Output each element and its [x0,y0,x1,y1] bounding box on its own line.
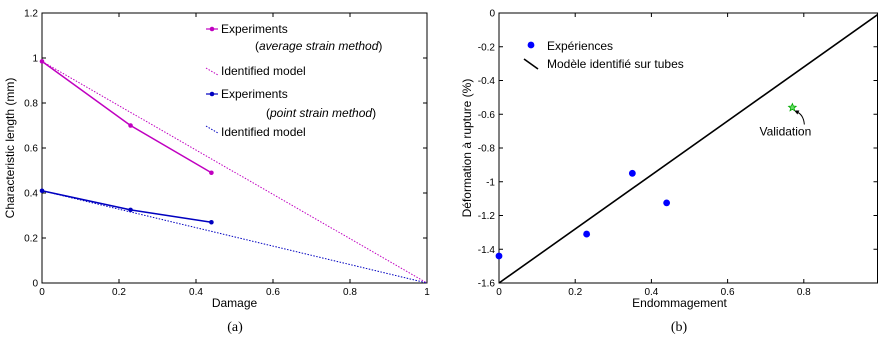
chart-1-x-tick-label: 1 [424,287,430,298]
chart-2-annotation-arrowhead [794,110,800,115]
chart-2-y-tick-label: -1 [486,177,495,188]
chart-1-legend-label: Identified model [221,64,306,78]
chart-2-legend-line [523,58,539,70]
chart-2-y-axis-label: Déformation à rupture (%) [460,79,474,218]
chart-1-y-tick-label: 0.2 [24,234,38,245]
chart-2-x-tick-label: 0.4 [644,287,658,298]
chart-2-x-tick-label: 0.6 [721,287,735,298]
chart-1-y-tick-label: 0.4 [24,189,38,200]
chart-1-y-tick-label: 1.2 [24,9,38,20]
chart-1-series-3-line [41,190,212,223]
chart-1-legend: Experiments (average strain method) Identi… [205,22,382,139]
chart-1-x-tick-label: 0.4 [189,287,203,298]
chart-1-y-tick-label: 0.6 [24,144,38,155]
chart-2-annotation-label: Validation [759,125,811,139]
chart-1-y-tick-label: 1 [32,54,38,65]
chart-2-legend-label: Modèle identifié sur tubes [547,57,684,71]
chart-2-y-tick-label: 0 [489,9,495,20]
chart-1-x-axis-label: Damage [212,296,258,310]
chart-2-series-1-point [628,169,636,177]
chart-2-x-tick-label: 0.8 [797,287,811,298]
chart-2-x-tick-label: 0.2 [568,287,582,298]
chart-2-y-tick-label: -0.4 [478,76,496,87]
chart-1-y-tick-label: 0.8 [24,99,38,110]
chart-2-plot: 0 0.2 0.4 0.6 0.8 -1.6 -1.4 -1.2 -1 -0.8 -0.6 -0.4 -… [460,9,878,335]
chart-2-y-tick-label: -0.6 [478,110,496,121]
chart-1-series-3-point [128,207,133,213]
chart-1-x-tick-label: 0.6 [266,287,280,298]
chart-1-legend-label-method: (average strain method) [255,39,382,53]
chart-1-y-axis-label: Characteristic length (mm) [3,78,17,219]
chart-2-legend-label: Expériences [547,39,613,53]
chart-2-y-tick-label: -0.2 [478,42,496,53]
chart-2-y-tick-label: -0.8 [478,144,496,155]
chart-2-series-2-line [498,13,878,284]
chart-1-series-1-line [41,60,212,174]
chart-2-series-1-point [583,230,591,238]
chart-1-x-tick-label: 0 [39,287,45,298]
chart-1-legend-label-method: (point strain method) [266,106,376,120]
chart-2-series-3-star-point [787,102,798,112]
chart-2-x-axis-label: Endommagement [632,296,727,310]
chart-1-y-tick-label: 0 [32,279,38,290]
chart-1-series-2-line [41,60,428,284]
chart-2-y-tick-label: -1.4 [478,245,496,256]
chart-2-caption: (b) [671,320,688,335]
chart-2-y-tick-label: -1.6 [478,279,496,290]
chart-1-x-tick-label: 0.2 [112,287,126,298]
chart-2-series-1-point [663,199,671,207]
chart-1-legend-line [205,125,219,134]
chart-1-legend-label: Experiments [221,87,288,101]
chart-1-plot: 0 0.2 0.4 0.6 0.8 1 0 0.2 0.4 0.6 0.8 1 1.2 Damage Cha… [3,9,430,336]
chart-1-series-4-line [41,190,428,284]
chart-1-series-3-point [209,219,214,225]
chart-2-y-tick-label: -1.2 [478,211,496,222]
chart-1-axes-frame [41,12,428,284]
chart-1-x-tick-label: 0.8 [343,287,357,298]
chart-2-legend: Expériences Modèle identifié sur tubes [523,39,684,71]
chart-2-legend-marker [527,41,535,49]
chart-1-series-1-point [128,123,133,128]
chart-2-series-1-point [495,252,503,260]
chart-1-legend-line [205,67,219,76]
chart-2-x-tick-label: 0 [496,287,502,298]
chart-1-legend-label: Experiments [221,22,288,36]
chart-1-series-1-point [209,170,214,176]
chart-1-legend-label: Identified model [221,125,306,139]
chart-1-caption: (a) [227,320,243,335]
